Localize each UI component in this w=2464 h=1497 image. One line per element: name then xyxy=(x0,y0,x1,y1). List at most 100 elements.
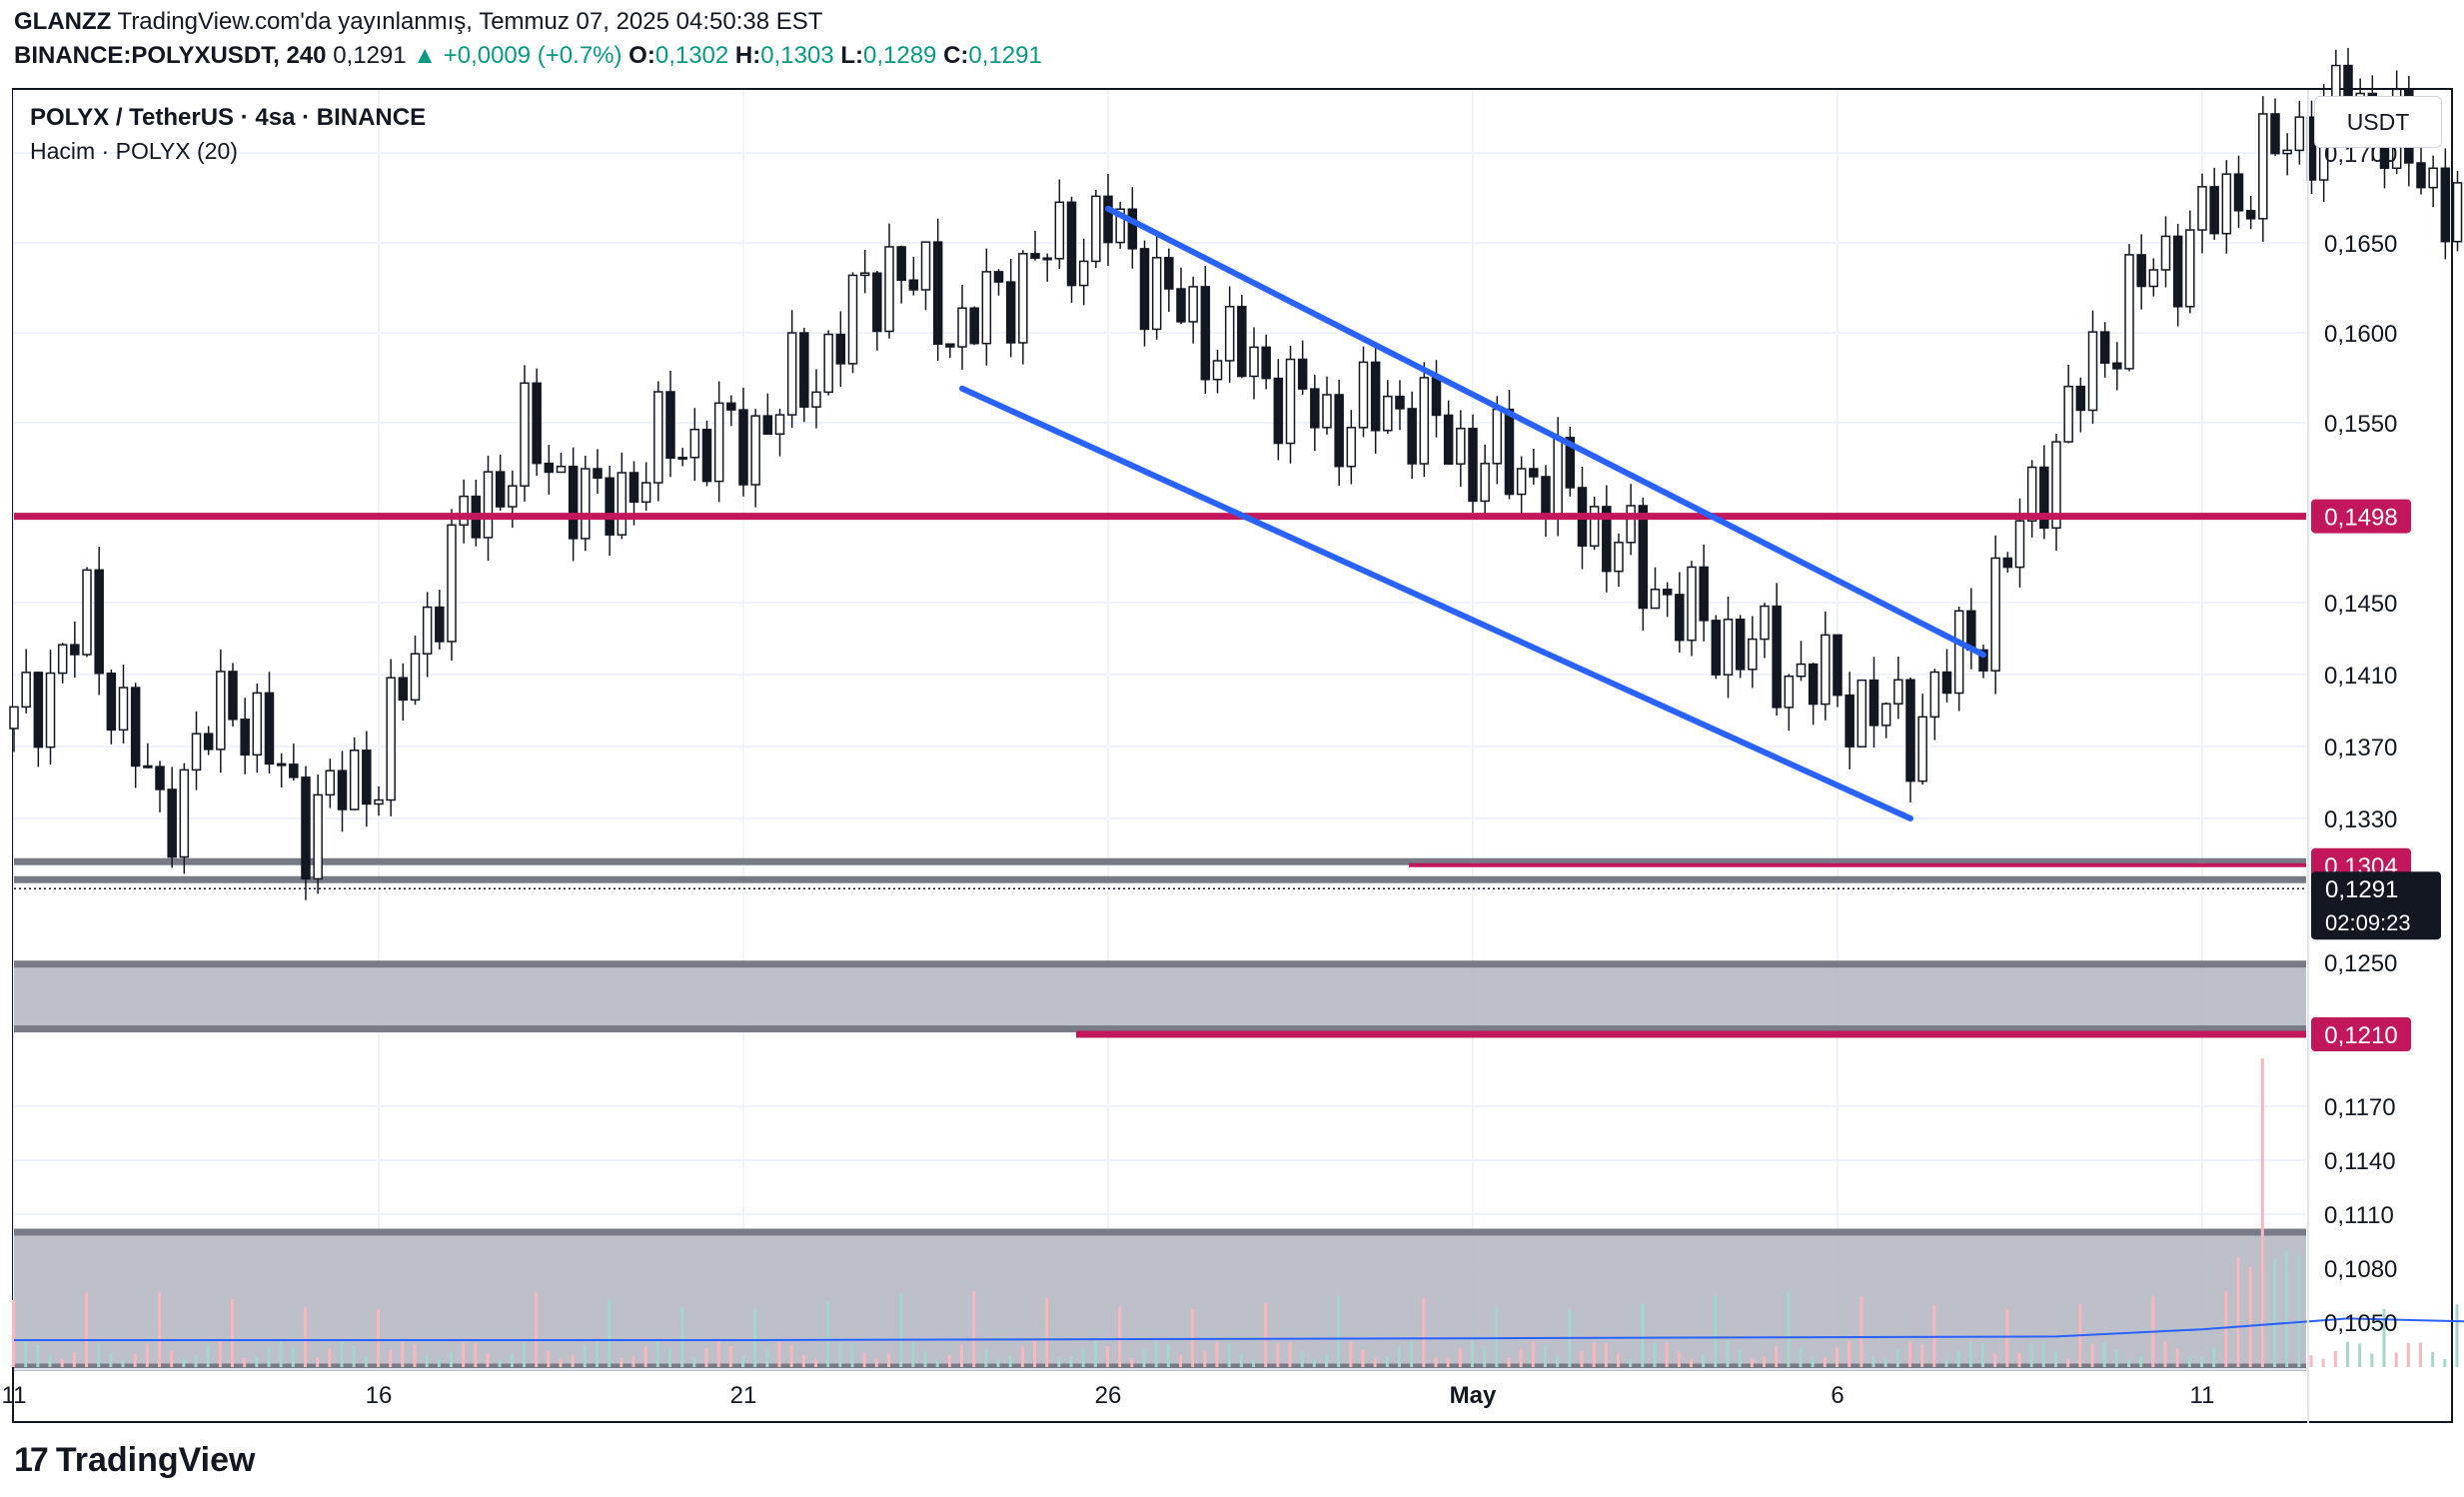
candle-body xyxy=(2294,116,2305,152)
candle-body xyxy=(774,414,785,436)
candle-body xyxy=(677,457,687,461)
price-axis-label: 0,1600 xyxy=(2324,321,2397,348)
volume-bar xyxy=(2370,1353,2374,1367)
candle-body xyxy=(1273,377,1284,445)
candle-body xyxy=(1893,679,1903,705)
volume-bar xyxy=(596,1341,599,1367)
candle-body xyxy=(920,241,931,291)
volume-bar xyxy=(862,1353,866,1367)
volume-bar xyxy=(413,1344,417,1367)
candle-body xyxy=(1468,428,1478,503)
publish-info: GLANZZ TradingView.com'da yayınlanmış, T… xyxy=(14,8,822,36)
candle-body xyxy=(2075,385,2086,412)
volume-bar xyxy=(1410,1341,1414,1367)
volume-bar xyxy=(631,1356,635,1367)
candle-body xyxy=(532,382,542,465)
candle-body xyxy=(155,765,165,790)
current-price-tag-bg xyxy=(2311,871,2441,940)
volume-bar xyxy=(2431,1351,2435,1367)
publisher: GLANZZ xyxy=(14,8,112,35)
volume-bar xyxy=(1106,1346,1109,1367)
volume-bar xyxy=(170,1350,174,1367)
volume-bar xyxy=(97,1342,101,1367)
volume-bar xyxy=(133,1353,137,1367)
volume-bar xyxy=(328,1348,332,1367)
volume-bar xyxy=(304,1307,307,1367)
candle-body xyxy=(386,677,396,801)
candle-body xyxy=(1139,248,1150,331)
candle-body xyxy=(2039,466,2049,530)
candle-body xyxy=(1868,679,1879,727)
volume-bar xyxy=(838,1342,842,1367)
candle-body xyxy=(374,798,384,805)
tradingview-logo[interactable]: 17 TradingView xyxy=(14,1441,255,1480)
candle-body xyxy=(556,466,567,474)
candle-body xyxy=(337,769,348,810)
price-tag: 0,1210 xyxy=(2311,1017,2411,1051)
price-axis-label: 0,1370 xyxy=(2324,735,2397,761)
volume-bar xyxy=(777,1341,781,1367)
volume-bar xyxy=(1592,1342,1596,1367)
candle-body xyxy=(1529,468,1539,478)
volume-bar xyxy=(1895,1349,1899,1367)
candle-body xyxy=(1541,476,1551,519)
volume-bar xyxy=(887,1353,890,1367)
candle-body xyxy=(1322,394,1332,429)
volume-bar xyxy=(935,1358,939,1367)
candle-body xyxy=(1941,671,1952,695)
volume-bar xyxy=(243,1358,247,1367)
candle-body xyxy=(835,333,846,365)
volume-bar xyxy=(36,1344,40,1367)
candle-body xyxy=(957,307,967,348)
candle-body xyxy=(520,382,530,487)
volume-bar xyxy=(1690,1358,1693,1367)
candle-body xyxy=(2209,186,2219,235)
volume-bar xyxy=(389,1349,393,1367)
candle-body xyxy=(410,653,421,702)
candle-body xyxy=(1103,195,1113,244)
volume-bar xyxy=(523,1343,526,1367)
volume-bar xyxy=(462,1342,466,1367)
volume-bar xyxy=(1871,1356,1875,1367)
volume-bar xyxy=(559,1358,563,1367)
price-axis-label: 0,1330 xyxy=(2324,806,2397,833)
volume-bar xyxy=(474,1343,478,1367)
volume-bar xyxy=(741,1356,744,1367)
candle-body xyxy=(1395,395,1405,410)
volume-bar xyxy=(1799,1348,1803,1367)
tradingview-mark-icon: 17 xyxy=(14,1441,49,1479)
candle-body xyxy=(1127,208,1138,250)
candle-body xyxy=(1626,505,1636,544)
volume-bar xyxy=(1495,1306,1499,1367)
low-value: 0,1289 xyxy=(862,42,937,69)
volume-bar xyxy=(1836,1347,1839,1367)
time-axis-label: 11 xyxy=(2190,1382,2215,1409)
candle-body xyxy=(969,307,979,345)
volume-bar xyxy=(814,1358,817,1367)
volume-bar xyxy=(510,1353,514,1367)
price-axis-label: 0,1170 xyxy=(2324,1094,2396,1121)
candle-body xyxy=(1188,286,1198,323)
candle-body xyxy=(1115,208,1125,244)
volume-bar xyxy=(2041,1342,2045,1367)
candle-body xyxy=(2063,385,2073,443)
candle-body xyxy=(2148,269,2159,288)
volume-bar xyxy=(1215,1342,1219,1367)
candle-body xyxy=(33,672,44,748)
volume-bar xyxy=(1033,1341,1036,1367)
volume-bar xyxy=(1544,1344,1547,1367)
chart-legend-title: POLYX / TetherUS · 4sa · BINANCE xyxy=(30,104,427,131)
candle-body xyxy=(762,415,773,436)
volume-bar xyxy=(182,1358,186,1367)
candle-body xyxy=(301,776,311,880)
currency-unit-button[interactable]: USDT xyxy=(2314,96,2442,148)
candle-body xyxy=(1929,671,1940,719)
volume-bar xyxy=(1519,1349,1523,1367)
volume-bar xyxy=(923,1351,927,1367)
candle-body xyxy=(435,606,445,643)
volume-bar xyxy=(1604,1343,1608,1367)
volume-bar xyxy=(364,1355,368,1367)
volume-bars xyxy=(12,1058,2459,1367)
volume-bar xyxy=(231,1299,234,1367)
